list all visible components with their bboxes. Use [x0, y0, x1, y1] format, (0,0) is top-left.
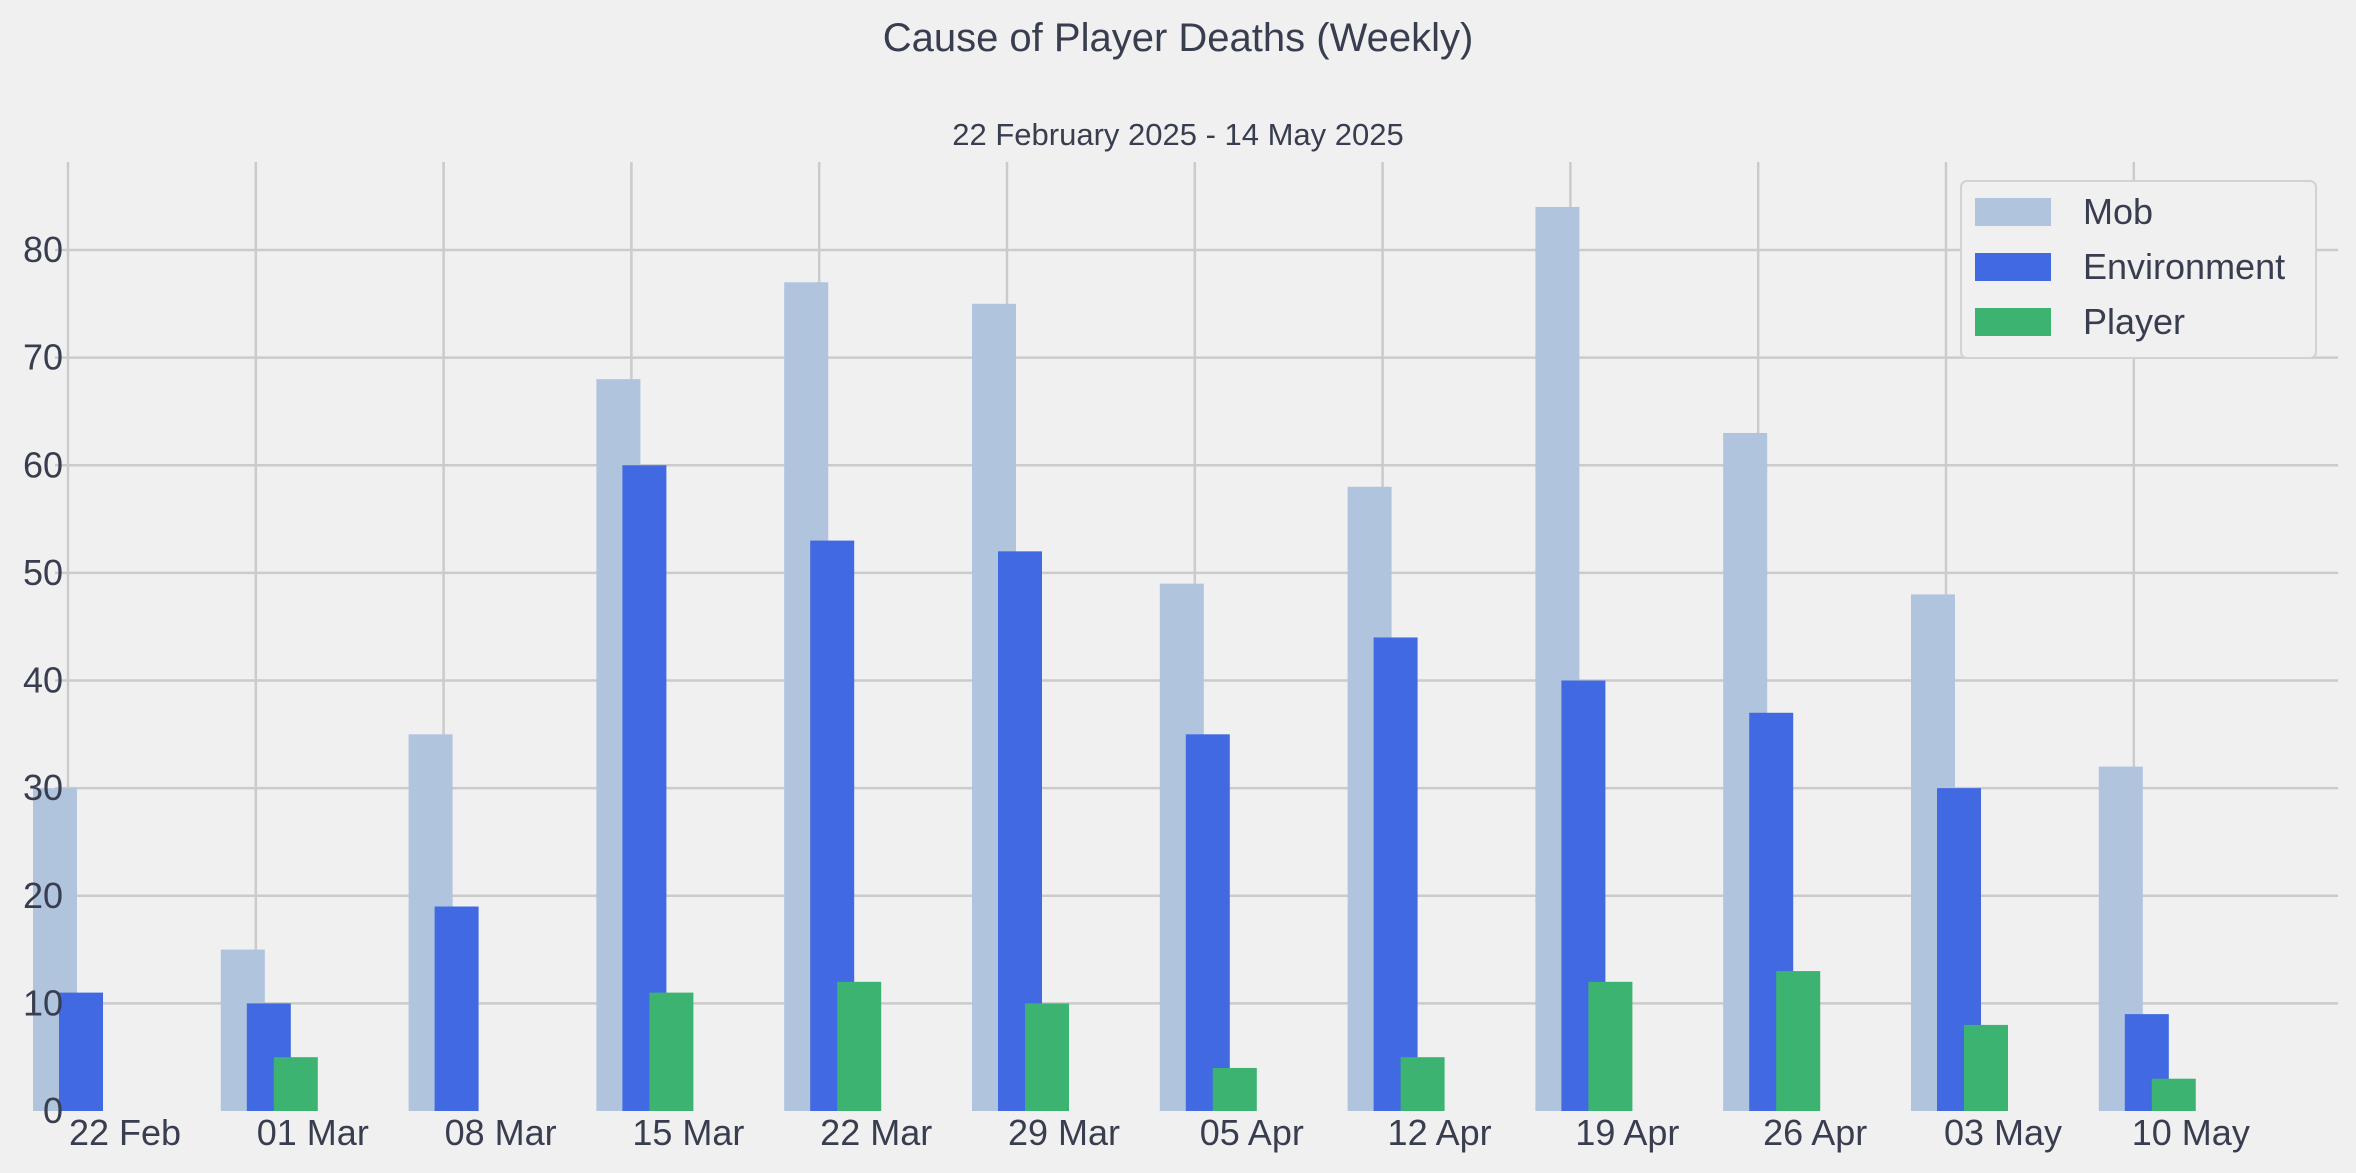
bar-player: [1400, 1057, 1445, 1111]
y-tick-labels: 0 10 20 30 40 50 60 70 80: [23, 229, 63, 1131]
legend-swatch-mob: [1975, 198, 2051, 226]
y-tick-label: 30: [23, 767, 63, 808]
bar-player: [1588, 981, 1633, 1111]
legend-label-environment: Environment: [2083, 246, 2285, 287]
x-tick-label: 10 May: [2132, 1112, 2250, 1153]
y-tick-label: 70: [23, 337, 63, 378]
bar-player: [1776, 971, 1821, 1111]
bar-player: [1964, 1024, 2008, 1111]
bar-player: [2151, 1078, 2196, 1111]
x-tick-label: 22 Mar: [820, 1112, 932, 1153]
bar-environment: [59, 992, 103, 1111]
legend-swatch-player: [1975, 308, 2051, 336]
x-tick-label: 08 Mar: [445, 1112, 557, 1153]
bar-environment: [1185, 734, 1230, 1111]
x-tick-label: 12 Apr: [1388, 1112, 1492, 1153]
x-tick-label: 26 Apr: [1763, 1112, 1867, 1153]
bar-player: [649, 992, 694, 1111]
x-tick-label: 19 Apr: [1575, 1112, 1679, 1153]
x-tick-label: 05 Apr: [1200, 1112, 1304, 1153]
bar-player: [273, 1057, 318, 1111]
y-tick-label: 80: [23, 229, 63, 270]
bar-player: [1025, 1003, 1069, 1111]
x-tick-label: 22 Feb: [69, 1112, 181, 1153]
x-tick-label: 15 Mar: [632, 1112, 744, 1153]
bar-environment: [434, 906, 479, 1111]
y-tick-label: 0: [43, 1090, 63, 1131]
x-tick-labels: 22 Feb 01 Mar 08 Mar 15 Mar 22 Mar 29 Mar 05 A…: [69, 1112, 2250, 1153]
legend-swatch-environment: [1975, 253, 2051, 281]
chart-subtitle: 22 February 2025 - 14 May 2025: [952, 117, 1404, 152]
bars: [33, 206, 2196, 1112]
y-tick-label: 20: [23, 875, 63, 916]
bar-environment: [1373, 637, 1418, 1111]
x-tick-label: 01 Mar: [257, 1112, 369, 1153]
bar-player: [1212, 1067, 1257, 1111]
y-tick-label: 50: [23, 552, 63, 593]
chart-title: Cause of Player Deaths (Weekly): [883, 16, 1474, 60]
legend: Mob Environment Player: [1960, 180, 2317, 359]
y-tick-label: 60: [23, 444, 63, 485]
legend-label-player: Player: [2083, 301, 2185, 342]
legend-label-mob: Mob: [2083, 191, 2153, 232]
y-tick-label: 40: [23, 660, 63, 701]
x-tick-label: 03 May: [1944, 1112, 2062, 1153]
x-tick-label: 29 Mar: [1008, 1112, 1120, 1153]
y-tick-label: 10: [23, 982, 63, 1023]
bar-player: [837, 981, 882, 1111]
